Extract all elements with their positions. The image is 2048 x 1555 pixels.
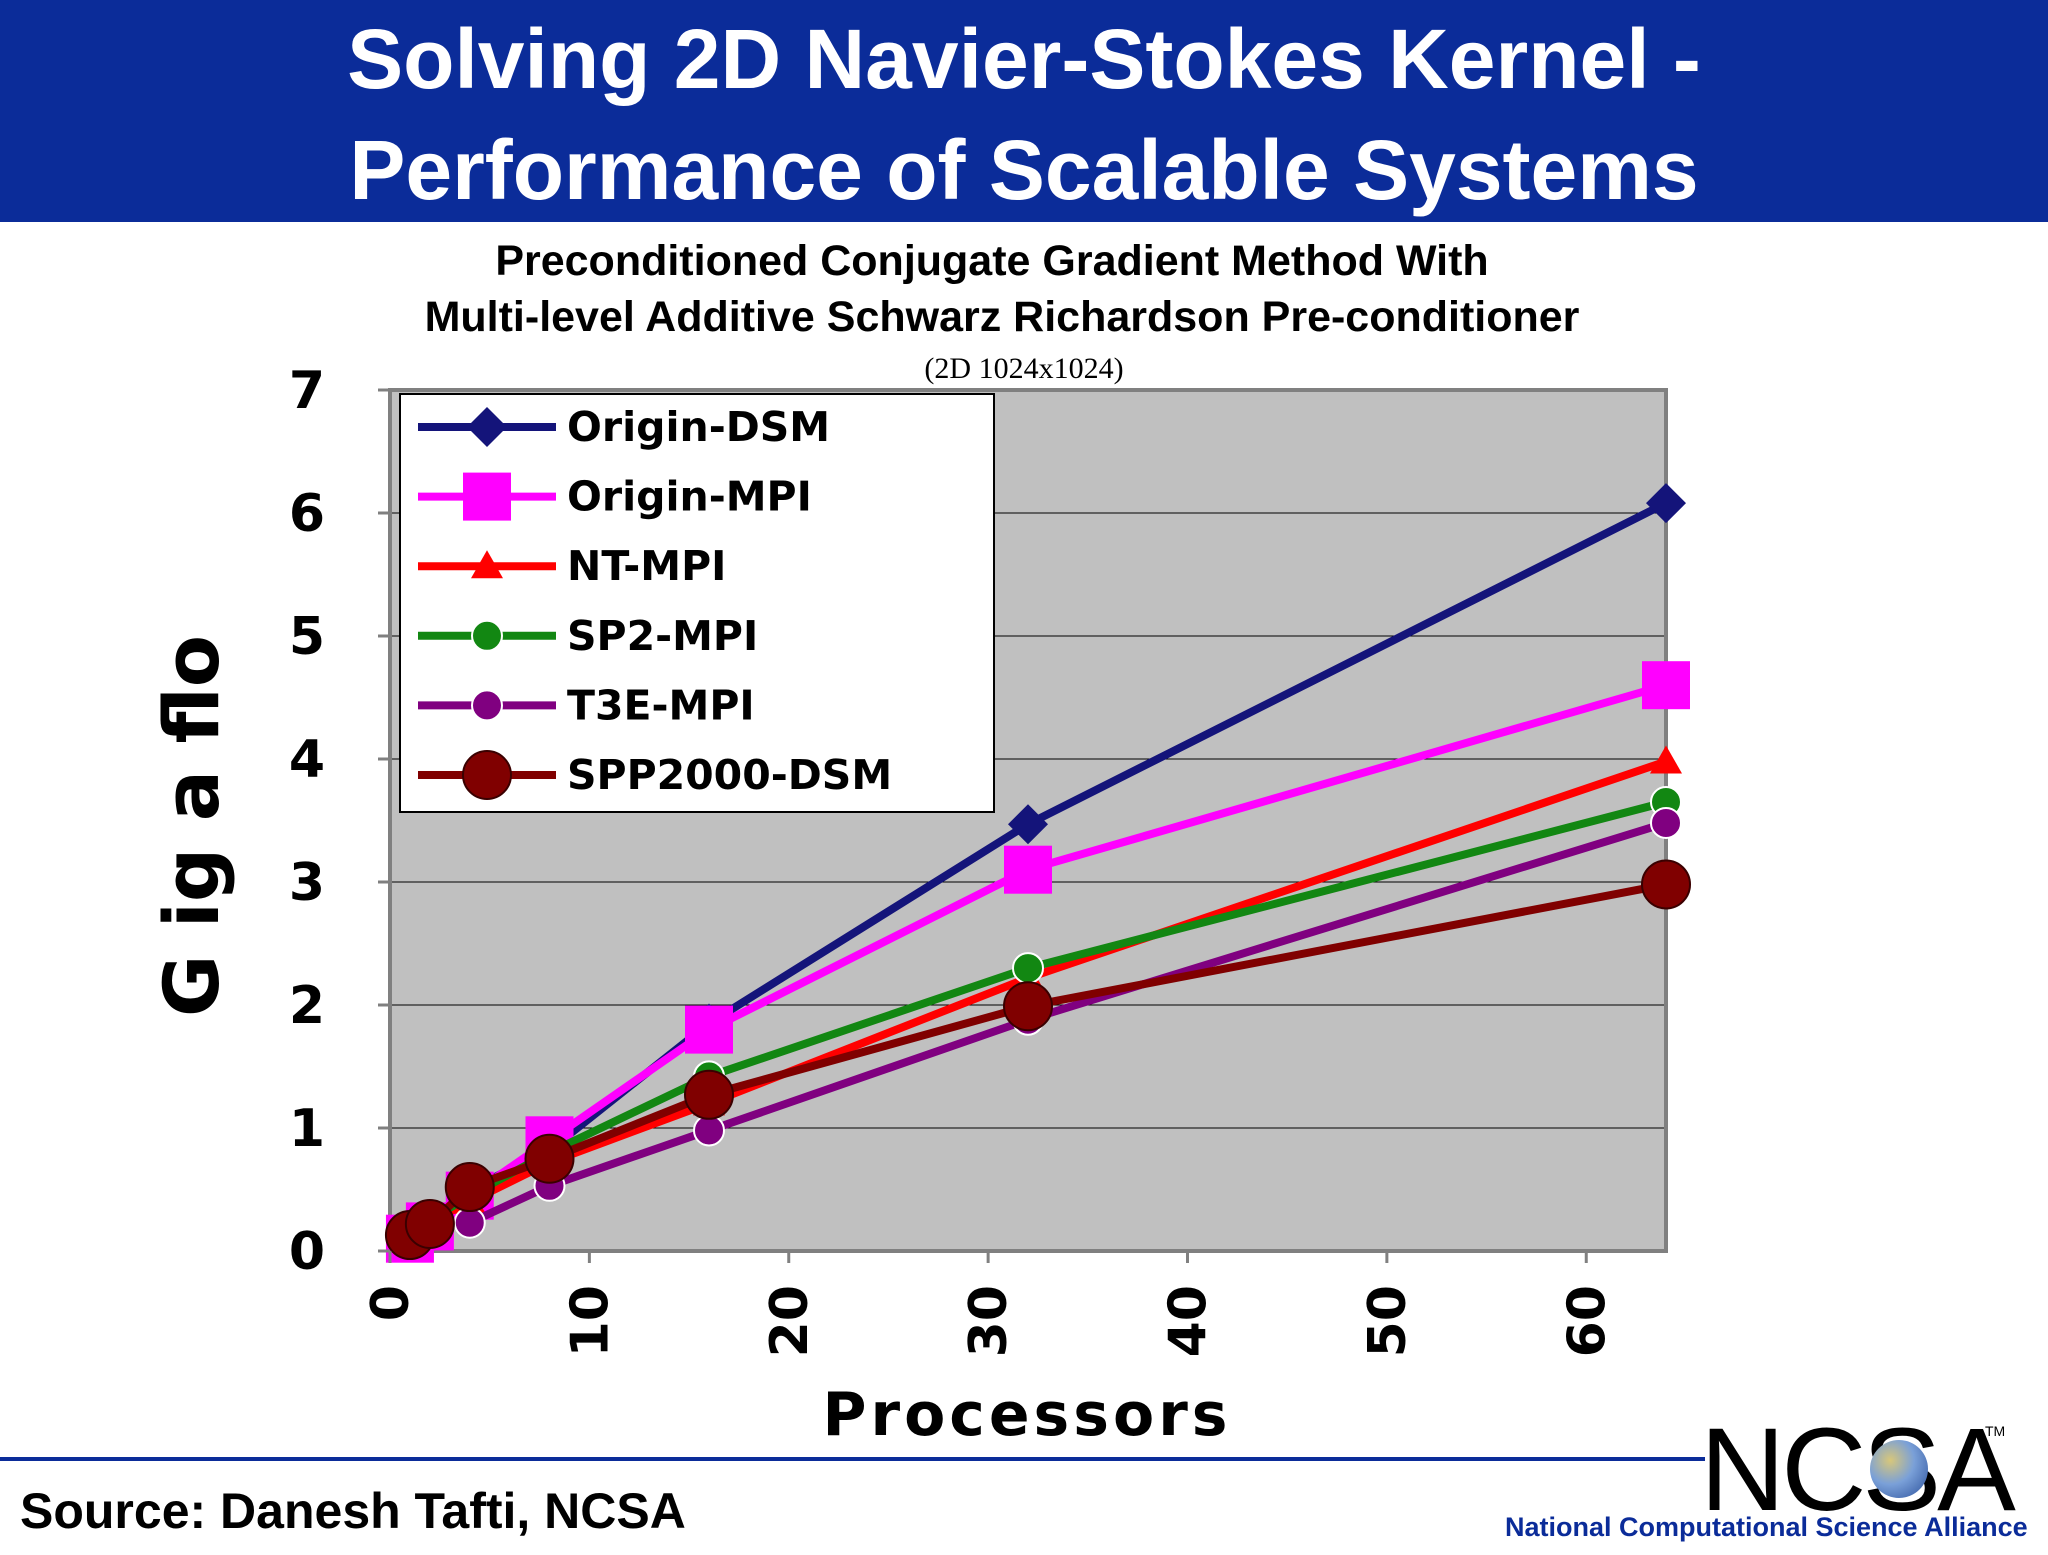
chart-title-line-2: Multi-level Additive Schwarz Richardson … [424, 293, 1580, 341]
legend-label: SPP2000-DSM [567, 751, 892, 799]
data-point-spp2000-dsm [1003, 981, 1053, 1032]
x-tick-label: 50 [1358, 1285, 1418, 1357]
data-point-t3e-mpi [693, 1114, 725, 1147]
legend-marker [467, 407, 507, 447]
source-credit: Source: Danesh Tafti, NCSA [20, 1483, 686, 1539]
trademark-mark: TM [1985, 1423, 2006, 1439]
data-point-spp2000-dsm [524, 1133, 575, 1184]
data-point-origin-mpi [685, 1005, 733, 1054]
x-tick-label: 10 [560, 1285, 620, 1357]
legend-marker [463, 472, 511, 521]
y-axis-ticks: 0 1 2 3 4 5 6 7 [289, 361, 390, 1282]
y-tick-label: 3 [289, 853, 325, 913]
y-axis-label: G ig a flo [147, 635, 236, 1017]
chart-title-line-1: Preconditioned Conjugate Gradient Method… [495, 237, 1489, 285]
slide-title-line-1: Solving 2D Navier-Stokes Kernel - [347, 12, 1701, 106]
legend-label: Origin-MPI [567, 473, 812, 521]
globe-icon [1870, 1440, 1928, 1498]
legend-item-origin-dsm: Origin-DSM [418, 403, 830, 451]
data-point-nt-mpi [1650, 745, 1682, 774]
x-tick-label: 40 [1159, 1285, 1219, 1357]
legend-marker [462, 750, 512, 800]
data-point-t3e-mpi [1650, 806, 1682, 839]
data-point-origin-mpi [1004, 845, 1052, 894]
y-tick-label: 2 [289, 976, 325, 1036]
x-tick-label: 30 [959, 1285, 1019, 1357]
legend-item-sp2-mpi: SP2-MPI [418, 612, 758, 660]
y-tick-label: 0 [289, 1222, 325, 1282]
y-tick-label: 1 [289, 1099, 325, 1159]
title-banner: Solving 2D Navier-Stokes Kernel - Perfor… [0, 0, 2048, 222]
legend-item-nt-mpi: NT-MPI [418, 542, 726, 590]
legend: Origin-DSM Origin-MPI NT-MPI SP2-MPI T3E-MPI… [399, 393, 995, 813]
data-point-spp2000-dsm [684, 1069, 734, 1120]
legend-box [399, 393, 995, 813]
ncsa-logo: NCSA [1700, 1404, 2016, 1536]
legend-label: Origin-DSM [567, 403, 830, 451]
x-tick-label: 60 [1557, 1285, 1617, 1357]
data-point-spp2000-dsm [444, 1162, 495, 1213]
data-point-sp2-mpi [1012, 952, 1044, 985]
y-tick-label: 7 [289, 361, 325, 421]
footer-divider [0, 1457, 1705, 1461]
data-point-origin-dsm [1646, 483, 1686, 524]
y-tick-label: 5 [289, 607, 325, 667]
legend-marker [471, 550, 503, 579]
data-point-spp2000-dsm [404, 1198, 455, 1249]
legend-item-origin-mpi: Origin-MPI [418, 472, 812, 521]
y-tick-label: 6 [289, 484, 325, 544]
data-point-t3e-mpi [453, 1206, 486, 1239]
series-layer [384, 483, 1691, 1263]
logo-tagline: National Computational Science Alliance [1505, 1512, 2028, 1542]
legend-label: T3E-MPI [567, 681, 755, 729]
x-axis-label: Processors [823, 1380, 1232, 1450]
x-tick-label: 0 [361, 1285, 421, 1321]
data-point-origin-dsm [1008, 804, 1048, 845]
slide-title-line-2: Performance of Scalable Systems [349, 123, 1699, 217]
legend-label: NT-MPI [567, 542, 726, 590]
data-point-spp2000-dsm [1641, 859, 1691, 910]
series-spp2000-dsm [384, 859, 1691, 1261]
legend-marker [471, 619, 503, 652]
legend-marker [471, 689, 503, 722]
y-tick-label: 4 [289, 730, 325, 790]
legend-item-spp2000-dsm: SPP2000-DSM [418, 750, 892, 800]
x-axis-ticks: 0 10 20 30 40 50 60 [361, 1251, 1617, 1357]
x-tick-label: 20 [760, 1285, 820, 1357]
legend-item-t3e-mpi: T3E-MPI [418, 681, 755, 729]
data-point-origin-mpi [1642, 661, 1690, 710]
chart-subtitle: (2D 1024x1024) [924, 352, 1124, 385]
legend-label: SP2-MPI [567, 612, 758, 660]
